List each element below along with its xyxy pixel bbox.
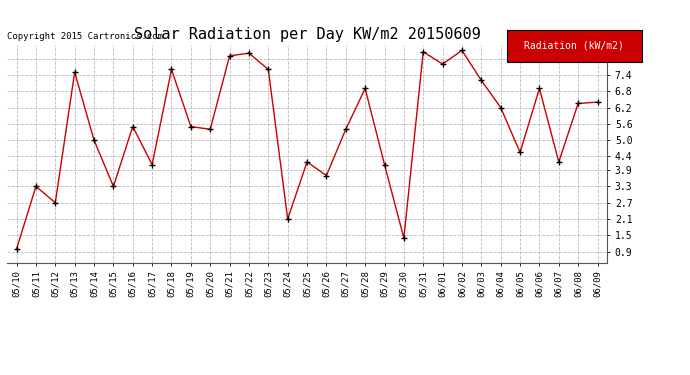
Text: Copyright 2015 Cartronics.com: Copyright 2015 Cartronics.com [7, 32, 163, 40]
Title: Solar Radiation per Day KW/m2 20150609: Solar Radiation per Day KW/m2 20150609 [134, 27, 480, 42]
Text: Radiation (kW/m2): Radiation (kW/m2) [524, 41, 624, 51]
